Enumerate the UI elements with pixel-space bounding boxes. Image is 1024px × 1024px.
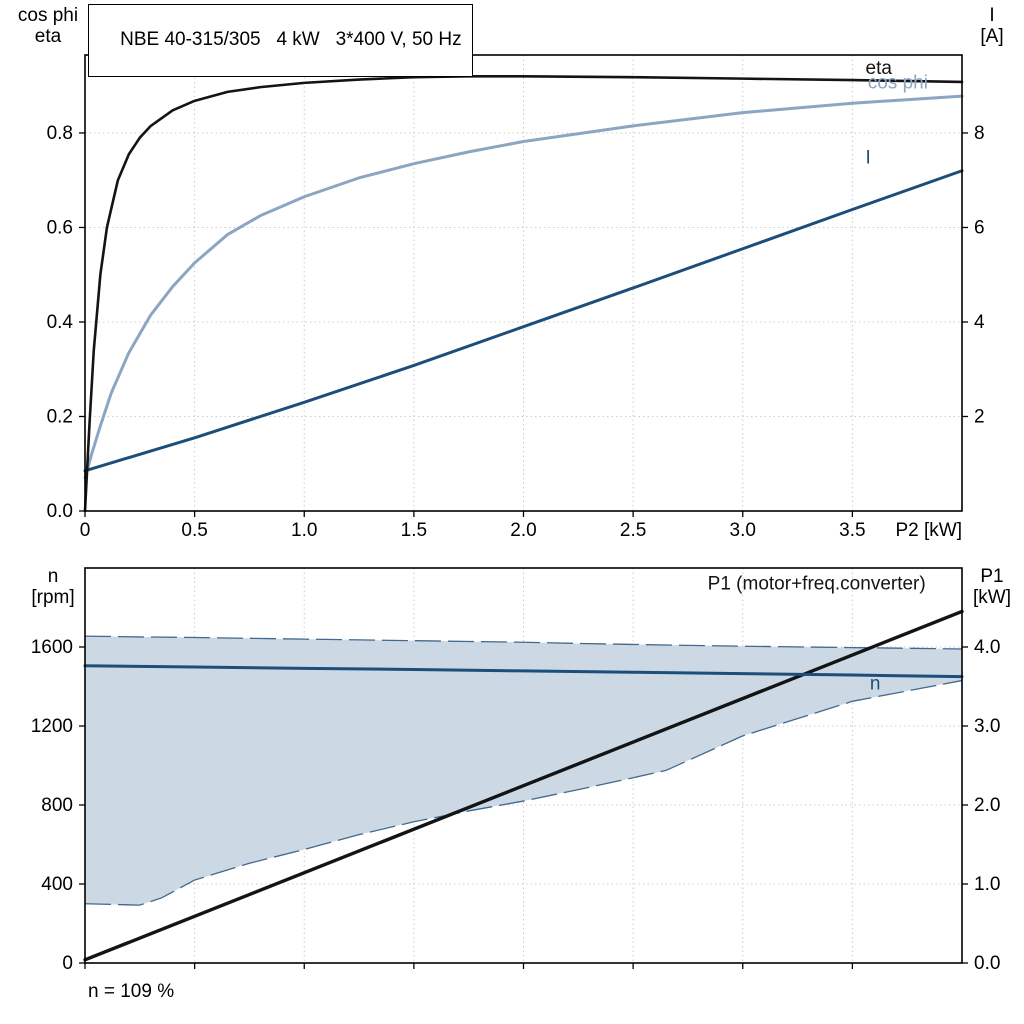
x-tick-label: 0	[80, 520, 91, 541]
y-right-tick-label: 2.0	[974, 795, 1000, 816]
speed-curve	[83, 664, 964, 679]
x-tick-label: 1.5	[401, 520, 427, 541]
speed-percentage-note: n = 109 %	[88, 981, 175, 1002]
y-left-tick-label: 0.0	[47, 501, 73, 522]
axis-label-p1-unit: [kW]	[973, 587, 1011, 608]
y-left-tick-label: 1600	[31, 637, 73, 658]
speed-power-plot: 0 400 800 1200 1600 0.0 1.0 2.0 3.0 4.0 P1 (motor+…	[31, 567, 1000, 974]
y-right-tick-label: 8	[974, 123, 985, 144]
axis-label-speed-unit: [rpm]	[31, 587, 75, 608]
y-left-tick-label: 1200	[31, 716, 73, 737]
y-left-tick-label: 800	[41, 795, 73, 816]
chart-title: NBE 40-315/305 4 kW 3*400 V, 50 Hz	[120, 29, 462, 50]
x-tick-label: 1.0	[291, 520, 317, 541]
eta-curve	[83, 74, 964, 513]
axis-label-cos-phi: cos phi	[17, 5, 79, 26]
p1-curve	[83, 609, 964, 962]
x-tick-label: 2.0	[510, 520, 536, 541]
x-tick-label: 2.5	[620, 520, 646, 541]
current-curve	[83, 169, 964, 473]
curve-label: eta	[866, 58, 893, 79]
speed-operating-range-fill	[85, 636, 962, 906]
y-left-tick-label: 0.4	[47, 312, 74, 333]
y-left-tick-label: 0	[62, 953, 73, 974]
x-axis-label: P2 [kW]	[895, 520, 962, 541]
curve-label: P1 (motor+freq.converter)	[708, 574, 926, 595]
top-chart-left-axis-label: cos phi eta	[6, 5, 90, 47]
y-right-tick-label: 4	[974, 312, 985, 333]
y-right-tick-label: 2	[974, 406, 985, 427]
top-chart-right-axis-label: I [A]	[966, 5, 1018, 47]
curve-label: n	[870, 673, 881, 694]
y-left-tick-label: 0.8	[47, 123, 73, 144]
axis-label-current: I	[989, 5, 995, 26]
x-tick-label: 0.5	[181, 520, 207, 541]
x-tick-label: 3.0	[730, 520, 756, 541]
motor-curves-plot: 0 0.5 1.0 1.5 2.0 2.5 3.0 3.5 0.0 0.2 0.4 0.6 0.8 2 4 6…	[47, 54, 985, 541]
curve-label: I	[866, 148, 871, 169]
y-left-tick-label: 400	[41, 874, 73, 895]
chart-title-box: NBE 40-315/305 4 kW 3*400 V, 50 Hz	[88, 4, 473, 77]
bottom-chart-right-axis-label: P1 [kW]	[962, 566, 1022, 608]
axis-label-speed: n	[47, 566, 59, 587]
y-right-tick-label: 0.0	[974, 953, 1000, 974]
y-left-tick-label: 0.2	[47, 406, 73, 427]
curve-label: cos phi	[868, 73, 928, 94]
axis-label-current-unit: [A]	[980, 26, 1004, 47]
y-right-tick-label: 6	[974, 217, 985, 238]
axis-label-p1: P1	[980, 566, 1004, 587]
speed-operating-range-upper-edge	[84, 635, 963, 650]
axis-label-eta: eta	[34, 26, 62, 47]
y-right-tick-label: 1.0	[974, 874, 1000, 895]
x-tick-label: 3.5	[839, 520, 865, 541]
y-left-tick-label: 0.6	[47, 217, 73, 238]
cos-phi-curve	[83, 94, 964, 480]
bottom-chart-left-axis-label: n [rpm]	[20, 566, 86, 608]
speed-operating-range-lower-edge	[84, 679, 963, 906]
y-right-tick-label: 4.0	[974, 637, 1000, 658]
y-right-tick-label: 3.0	[974, 716, 1000, 737]
